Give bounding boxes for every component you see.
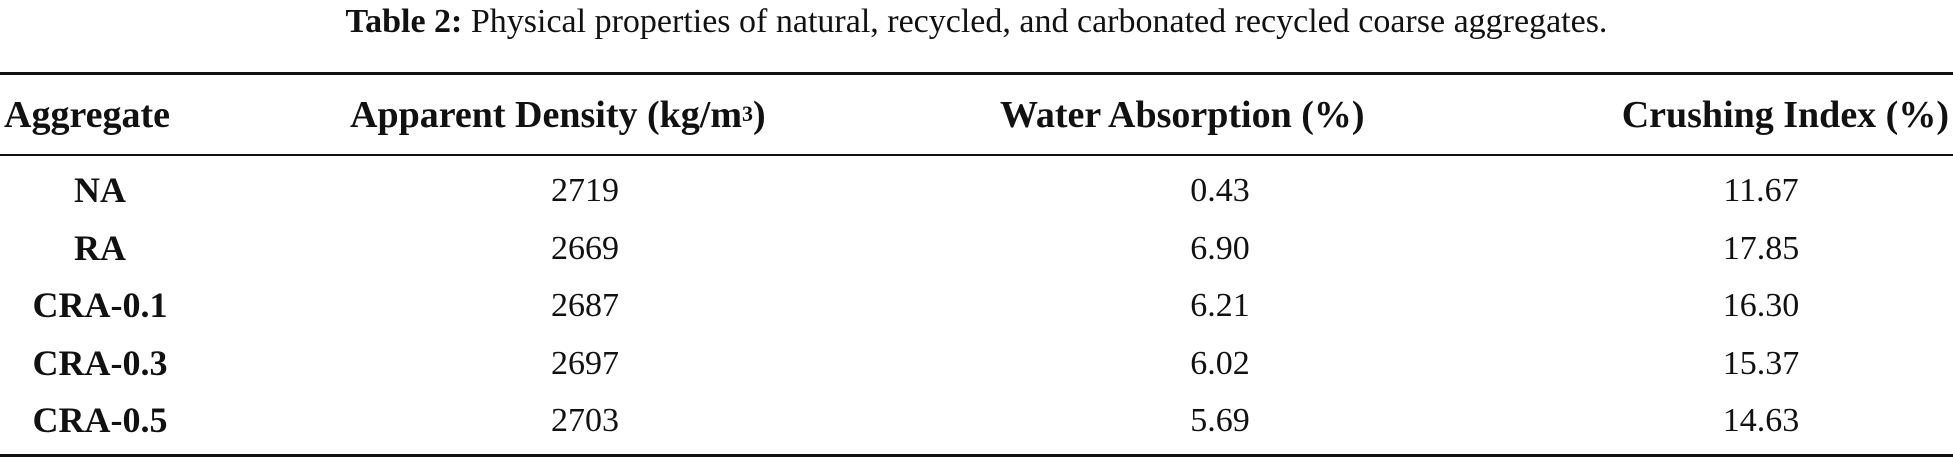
cell-aggregate: CRA-0.3	[32, 342, 168, 383]
header-water-absorption: Water Absorption (%)	[1000, 94, 1365, 136]
cell-water-absorption: 6.02	[1190, 344, 1250, 382]
caption-label: Table 2:	[345, 3, 463, 40]
cell-aggregate: NA	[74, 170, 126, 210]
cell-water-absorption: 6.90	[1190, 229, 1250, 267]
table-caption: Table 2: Physical properties of natural,…	[0, 0, 1953, 44]
cell-crushing-index: 15.37	[1722, 344, 1800, 382]
header-density-close: )	[753, 94, 766, 136]
cell-density: 2697	[551, 344, 619, 382]
cell-aggregate: CRA-0.1	[32, 285, 168, 326]
bottom-rule	[0, 454, 1953, 457]
cell-density: 2703	[551, 402, 619, 440]
cell-water-absorption: 0.43	[1190, 172, 1250, 209]
caption-text: Physical properties of natural, recycled…	[470, 3, 1608, 40]
cell-crushing-index: 16.30	[1722, 287, 1800, 325]
header-density-text: Apparent Density (kg/m	[350, 94, 742, 136]
cell-crushing-index: 17.85	[1722, 229, 1800, 267]
cell-crushing-index: 14.63	[1722, 402, 1800, 440]
header-apparent-density: Apparent Density (kg/m3)	[350, 90, 766, 140]
header-density-superscript: 3	[742, 101, 753, 126]
table-body: NA 2719 0.43 11.67 RA 2669 6.90 17.85 CR…	[0, 162, 1953, 450]
cell-aggregate: RA	[74, 227, 126, 268]
table-row: CRA-0.3 2697 6.02 15.37	[0, 335, 1953, 393]
cell-density: 2719	[551, 172, 619, 209]
cell-crushing-index: 11.67	[1723, 172, 1799, 209]
header-aggregate: Aggregate	[4, 94, 171, 136]
header-crushing-index: Crushing Index (%)	[1621, 94, 1949, 136]
table-row: CRA-0.1 2687 6.21 16.30	[0, 277, 1953, 335]
top-rule	[0, 72, 1953, 75]
table-row: RA 2669 6.90 17.85	[0, 220, 1953, 278]
cell-density: 2687	[551, 287, 619, 325]
header-rule	[0, 154, 1953, 156]
cell-density: 2669	[551, 229, 619, 267]
cell-aggregate: CRA-0.5	[32, 400, 168, 441]
cell-water-absorption: 5.69	[1190, 402, 1250, 440]
cell-water-absorption: 6.21	[1190, 287, 1250, 325]
table-row: NA 2719 0.43 11.67	[0, 162, 1953, 220]
table-row: CRA-0.5 2703 5.69 14.63	[0, 392, 1953, 450]
